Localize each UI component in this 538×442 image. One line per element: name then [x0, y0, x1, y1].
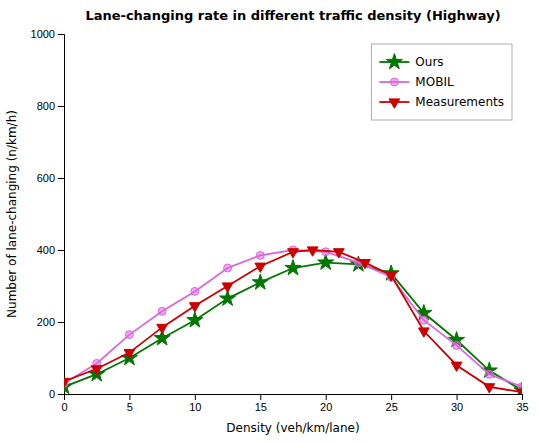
y-axis: 0 200 400 600 800 1000	[31, 28, 65, 400]
tick-label: 800	[37, 100, 55, 112]
point	[121, 350, 137, 365]
x-axis-title: Density (veh/km/lane)	[226, 421, 359, 435]
point	[484, 384, 495, 393]
tick-mark	[58, 106, 64, 107]
point	[252, 274, 268, 289]
point	[125, 331, 133, 339]
point	[453, 341, 461, 349]
point	[318, 254, 334, 269]
tick-label: 15	[255, 401, 267, 413]
line	[64, 250, 522, 387]
tick: 5	[127, 394, 133, 413]
chart: 0 5 10 15 20 25 30 35 0 200 400 600 800 1000 Ours MOBIL…	[0, 0, 538, 442]
tick: 20	[320, 394, 332, 413]
tick: 800	[37, 100, 64, 112]
legend-item: Ours	[379, 54, 443, 70]
tick-mark	[129, 394, 130, 400]
tick: 30	[451, 394, 463, 413]
point	[307, 247, 318, 256]
point	[64, 378, 72, 393]
marks	[64, 246, 522, 394]
tick-mark	[58, 250, 64, 251]
tick-label: 5	[127, 401, 133, 413]
point	[189, 303, 200, 312]
title: Lane-changing rate in different traffic …	[85, 8, 500, 23]
point	[191, 287, 199, 295]
legend: Ours MOBIL Measurements	[371, 44, 512, 120]
point	[420, 316, 428, 324]
point	[157, 324, 168, 333]
point	[64, 378, 69, 387]
tick: 400	[37, 244, 64, 256]
point	[386, 272, 397, 281]
tick-label: 25	[386, 401, 398, 413]
tick-mark	[58, 322, 64, 323]
legend-label: MOBIL	[415, 75, 454, 89]
point	[124, 349, 135, 358]
tick-label: 35	[516, 401, 528, 413]
point	[517, 389, 522, 394]
tick-label: 400	[37, 244, 55, 256]
legend-swatch-marker	[389, 99, 400, 108]
tick: 200	[37, 316, 64, 328]
tick-mark	[58, 34, 64, 35]
line	[64, 250, 522, 392]
point	[91, 366, 102, 375]
tick-label: 20	[320, 401, 332, 413]
legend-box	[371, 44, 512, 120]
legend-label: Measurements	[415, 95, 504, 109]
tick: 15	[255, 394, 267, 413]
tick-label: 200	[37, 316, 55, 328]
x-axis: 0 5 10 15 20 25 30 35	[61, 394, 528, 413]
legend-item: MOBIL	[379, 75, 454, 89]
point	[224, 264, 232, 272]
line	[64, 263, 522, 391]
series	[64, 246, 522, 391]
tick: 600	[37, 172, 64, 184]
series	[64, 247, 522, 394]
series	[64, 254, 522, 394]
tick: 35	[516, 394, 528, 413]
point	[158, 307, 166, 315]
point	[418, 328, 429, 337]
legend-label: Ours	[415, 55, 443, 69]
point	[288, 249, 299, 258]
tick: 1000	[31, 28, 64, 40]
tick: 0	[61, 394, 67, 413]
tick: 0	[49, 388, 64, 400]
tick-mark	[522, 394, 523, 400]
tick: 25	[386, 394, 398, 413]
point	[222, 283, 233, 292]
plot: 0 5 10 15 20 25 30 35 0 200 400 600 800 1000 Ours MOBIL…	[31, 28, 531, 413]
y-axis-title: Number of lane-changing (n/km/h)	[5, 110, 19, 318]
tick-label: 30	[451, 401, 463, 413]
tick: 10	[189, 394, 201, 413]
point	[333, 249, 344, 258]
point	[360, 259, 371, 268]
axis-line	[58, 35, 65, 395]
tick-label: 0	[49, 388, 55, 400]
tick-label: 0	[61, 401, 67, 413]
point	[256, 251, 264, 259]
tick-label: 10	[189, 401, 201, 413]
tick-mark	[391, 394, 392, 400]
axis-line	[65, 395, 523, 401]
point	[451, 362, 462, 371]
point	[485, 370, 493, 378]
tick-mark	[58, 394, 64, 395]
tick-mark	[326, 394, 327, 400]
legend-swatch-marker	[386, 54, 402, 69]
tick-mark	[195, 394, 196, 400]
tick-mark	[457, 394, 458, 400]
tick-label: 1000	[31, 28, 55, 40]
tick-mark	[58, 178, 64, 179]
legend-item: Measurements	[379, 95, 504, 109]
legend-swatch-marker	[390, 78, 398, 86]
tick-label: 600	[37, 172, 55, 184]
point	[255, 263, 266, 272]
point	[89, 366, 105, 381]
point	[285, 260, 301, 275]
tick-mark	[260, 394, 261, 400]
point	[187, 312, 203, 327]
